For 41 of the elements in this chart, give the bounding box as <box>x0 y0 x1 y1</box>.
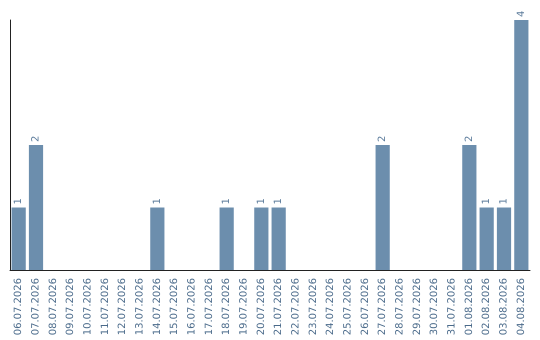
x-tick-label: 28.07.2026 <box>394 278 406 336</box>
x-tick-label: 09.07.2026 <box>65 278 76 336</box>
x-tick-label: 17.07.2026 <box>204 278 215 336</box>
x-tick-label: 21.07.2026 <box>273 278 284 336</box>
x-tick-label: 06.07.2026 <box>13 278 24 336</box>
x-tick-label: 23.07.2026 <box>308 278 319 336</box>
data-label: 1 <box>273 198 284 204</box>
x-tick-label: 25.07.2026 <box>342 278 354 336</box>
x-tick-label: 31.07.2026 <box>446 278 458 336</box>
x-tick-label: 07.07.2026 <box>30 278 42 336</box>
x-tick-label: 19.07.2026 <box>238 278 250 336</box>
data-label: 1 <box>13 198 24 204</box>
x-tick-label: 15.07.2026 <box>169 278 180 336</box>
x-tick-label: 12.07.2026 <box>117 278 128 336</box>
x-tick-label: 26.07.2026 <box>360 278 371 336</box>
data-label: 2 <box>377 136 388 142</box>
x-tick-label: 02.08.2026 <box>481 278 492 336</box>
x-tick-label: 18.07.2026 <box>221 278 232 336</box>
x-tick-label: 16.07.2026 <box>186 278 198 336</box>
x-tick-label: 10.07.2026 <box>82 278 94 336</box>
data-label: 2 <box>464 136 475 142</box>
x-tick-label: 01.08.2026 <box>464 278 475 336</box>
data-label: 1 <box>256 198 267 204</box>
x-tick-label: 20.07.2026 <box>256 278 267 336</box>
x-tick-label: 29.07.2026 <box>412 278 423 336</box>
data-label: 1 <box>481 198 492 204</box>
data-label: 4 <box>516 10 527 17</box>
x-tick-label: 24.07.2026 <box>325 278 336 336</box>
x-tick-label: 11.07.2026 <box>100 278 111 336</box>
x-tick-label: 08.07.2026 <box>48 278 59 336</box>
x-tick-label: 04.08.2026 <box>516 278 527 336</box>
data-label: 1 <box>152 198 163 204</box>
data-label: 1 <box>498 198 510 204</box>
x-tick-label: 27.07.2026 <box>377 278 388 336</box>
data-label: 2 <box>30 136 42 142</box>
x-tick-label: 22.07.2026 <box>290 278 302 336</box>
data-label: 1 <box>221 198 232 204</box>
x-tick-label: 14.07.2026 <box>152 278 163 336</box>
x-tick-label: 13.07.2026 <box>134 278 146 336</box>
x-tick-label: 30.07.2026 <box>429 278 440 336</box>
x-tick-label: 03.08.2026 <box>498 278 510 336</box>
